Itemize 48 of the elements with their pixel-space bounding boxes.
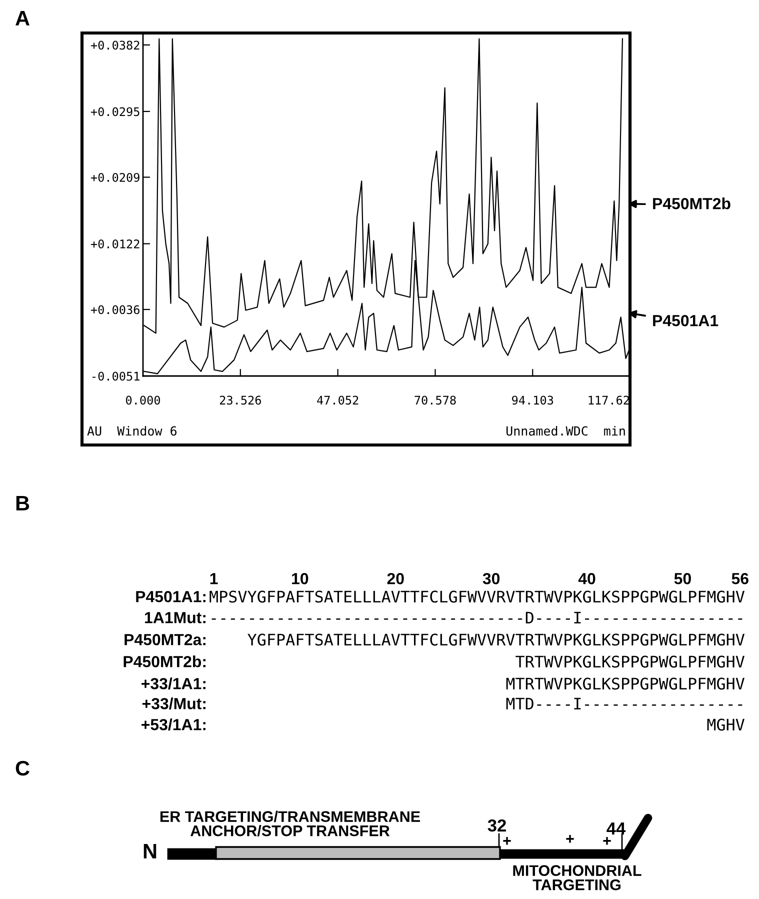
x-tick-label: 94.103 (512, 396, 554, 405)
text: ER TARGETING/TRANSMEMBRANE ANCHOR/STOP TRANSFER (160, 810, 420, 836)
text: Unnamed.WDC min (506, 426, 625, 436)
text: AU Window 6 (87, 426, 176, 436)
text: +33/Mut: (142, 698, 206, 710)
text: 40 (578, 572, 596, 584)
text: 50 (674, 572, 691, 584)
text: C (16, 760, 30, 776)
text: TRTWVPKGLKSPPGPWGLPFMGHV (516, 656, 744, 668)
text: + (603, 836, 611, 845)
x-tick-label: 117.62 (588, 396, 629, 405)
x-tick-label: 70.578 (414, 396, 456, 405)
text: B (16, 496, 30, 510)
text: 56 (732, 572, 748, 584)
text: P4501A1: (136, 590, 206, 602)
text: 10 (292, 572, 308, 584)
legend-label: P450MT2b (653, 198, 730, 210)
y-tick-label: +0.0382 (90, 40, 140, 50)
text: 20 (387, 572, 404, 584)
text: P450MT2b: (124, 656, 206, 668)
text: MTD----I----------------- (506, 698, 742, 710)
text: + (503, 836, 511, 845)
text: MITOCHONDRIAL TARGETING (513, 865, 642, 890)
text: YGFPAFTSATELLLAVTTFCLGFWVVRVTRTWVPKGLKSPPGPWGLPFMGHV (248, 634, 745, 646)
text: 1 (210, 573, 218, 584)
y-tick-label: +0.0209 (90, 172, 140, 182)
text: 30 (482, 572, 500, 584)
x-tick-label: 23.526 (220, 396, 261, 405)
y-tick-label: +0.0122 (90, 239, 140, 248)
text: +33/1A1: (142, 678, 206, 690)
text: MGHV (707, 718, 744, 731)
text: + (566, 834, 574, 843)
text: 32 (488, 819, 506, 832)
text: P450MT2a: (124, 634, 206, 646)
x-tick-label: 47.052 (317, 396, 358, 405)
y-tick-label: -0.0051 (92, 372, 140, 381)
text: 1A1Mut: (145, 612, 206, 624)
text: ---------------------------------D----I----------------- (212, 612, 742, 624)
text: +53/1A1: (142, 718, 206, 730)
legend-label: P4501A1 (653, 314, 718, 326)
y-tick-label: +0.0295 (90, 107, 140, 116)
text: MPSVYGFPAFTSATELLLAVTTFCLGFWVVRVTRTWVPKGLKSPPGPWGLPFMGHV (210, 590, 745, 603)
chart-title: A (16, 11, 30, 26)
text: N (144, 844, 156, 858)
text: MTRTWVPKGLKSPPGPWGLPFMGHV (506, 678, 744, 690)
y-tick-label: +0.0036 (90, 305, 140, 314)
text: 44 (606, 822, 626, 834)
x-tick-label: 0.000 (126, 396, 160, 405)
